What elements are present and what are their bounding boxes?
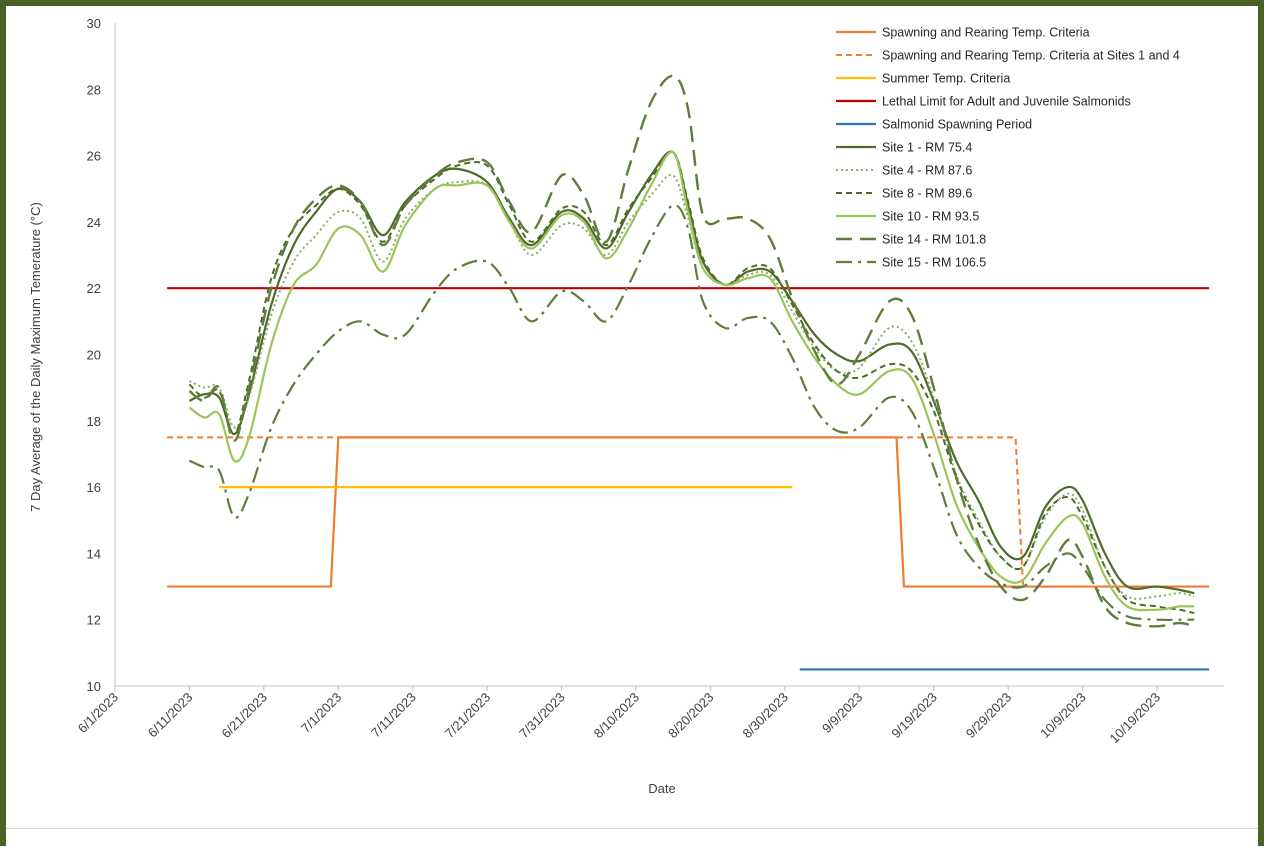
legend-label: Site 8 - RM 89.6: [882, 187, 972, 201]
legend-label: Salmonid Spawning Period: [882, 118, 1032, 132]
x-tick-label: 9/9/2023: [819, 690, 865, 736]
x-tick-label: 9/29/2023: [963, 690, 1015, 742]
x-tick-label: 7/21/2023: [442, 690, 494, 742]
x-tick-label: 9/19/2023: [888, 690, 940, 742]
x-tick-label: 8/10/2023: [591, 690, 643, 742]
series-line-site-14-rm-101-8: [188, 74, 1195, 628]
legend-label: Spawning and Rearing Temp. Criteria: [882, 26, 1090, 40]
x-tick-label: 7/31/2023: [516, 690, 568, 742]
temperature-chart: 10 12 14 16 18 20 22 24 26 28 30 6/1/2023 6/11/2023…: [28, 16, 1224, 796]
series-line-site-8-rm-89-6: [188, 150, 1195, 615]
y-tick-label: 18: [87, 414, 101, 429]
legend-label: Spawning and Rearing Temp. Criteria at S…: [882, 49, 1180, 63]
x-tick-label: 7/1/2023: [298, 690, 344, 736]
series-line-site-1-rm-75-4: [188, 150, 1195, 595]
series-line-site-15-rm-106-5: [188, 204, 1195, 622]
y-axis-label: 7 Day Average of the Daily Maximum Temer…: [28, 202, 43, 512]
legend-label: Site 1 - RM 75.4: [882, 141, 972, 155]
x-tick-label: 10/19/2023: [1107, 690, 1164, 747]
y-tick-label: 14: [87, 546, 101, 561]
y-tick-label: 16: [87, 480, 101, 495]
legend-label: Site 4 - RM 87.6: [882, 164, 972, 178]
x-axis-label: Date: [648, 781, 675, 796]
legend-label: Lethal Limit for Adult and Juvenile Salm…: [882, 95, 1131, 109]
x-tick-label: 6/1/2023: [75, 690, 121, 736]
y-tick-label: 20: [87, 348, 101, 363]
y-tick-label: 26: [87, 149, 101, 164]
x-tick-label: 7/11/2023: [368, 690, 419, 741]
x-tick-label: 8/30/2023: [739, 690, 791, 742]
series-layer: [167, 74, 1210, 671]
x-tick-label: 6/21/2023: [218, 690, 270, 742]
legend-label: Site 14 - RM 101.8: [882, 233, 986, 247]
y-tick-label: 12: [87, 613, 101, 628]
y-tick-label: 22: [87, 281, 101, 296]
y-tick-label: 24: [87, 215, 101, 230]
x-tick-label: 6/11/2023: [145, 690, 196, 741]
legend-label: Summer Temp. Criteria: [882, 72, 1010, 86]
series-line-site-4-rm-87-6: [189, 173, 1195, 600]
y-axis: 10 12 14 16 18 20 22 24 26 28 30: [87, 16, 116, 694]
legend: Spawning and Rearing Temp. Criteria Spawn…: [836, 26, 1180, 270]
x-tick-label: 10/9/2023: [1037, 690, 1089, 742]
y-tick-label: 10: [87, 679, 101, 694]
y-tick-label: 28: [87, 82, 101, 97]
series-line-site-10-rm-93-5: [188, 150, 1195, 612]
legend-label: Site 10 - RM 93.5: [882, 210, 979, 224]
x-tick-label: 8/20/2023: [665, 690, 717, 742]
legend-label: Site 15 - RM 106.5: [882, 256, 986, 270]
y-tick-label: 30: [87, 16, 101, 31]
footer-strip: [6, 828, 1258, 847]
x-axis: 6/1/2023 6/11/2023 6/21/2023 7/1/2023 7/11/2…: [75, 685, 1224, 747]
